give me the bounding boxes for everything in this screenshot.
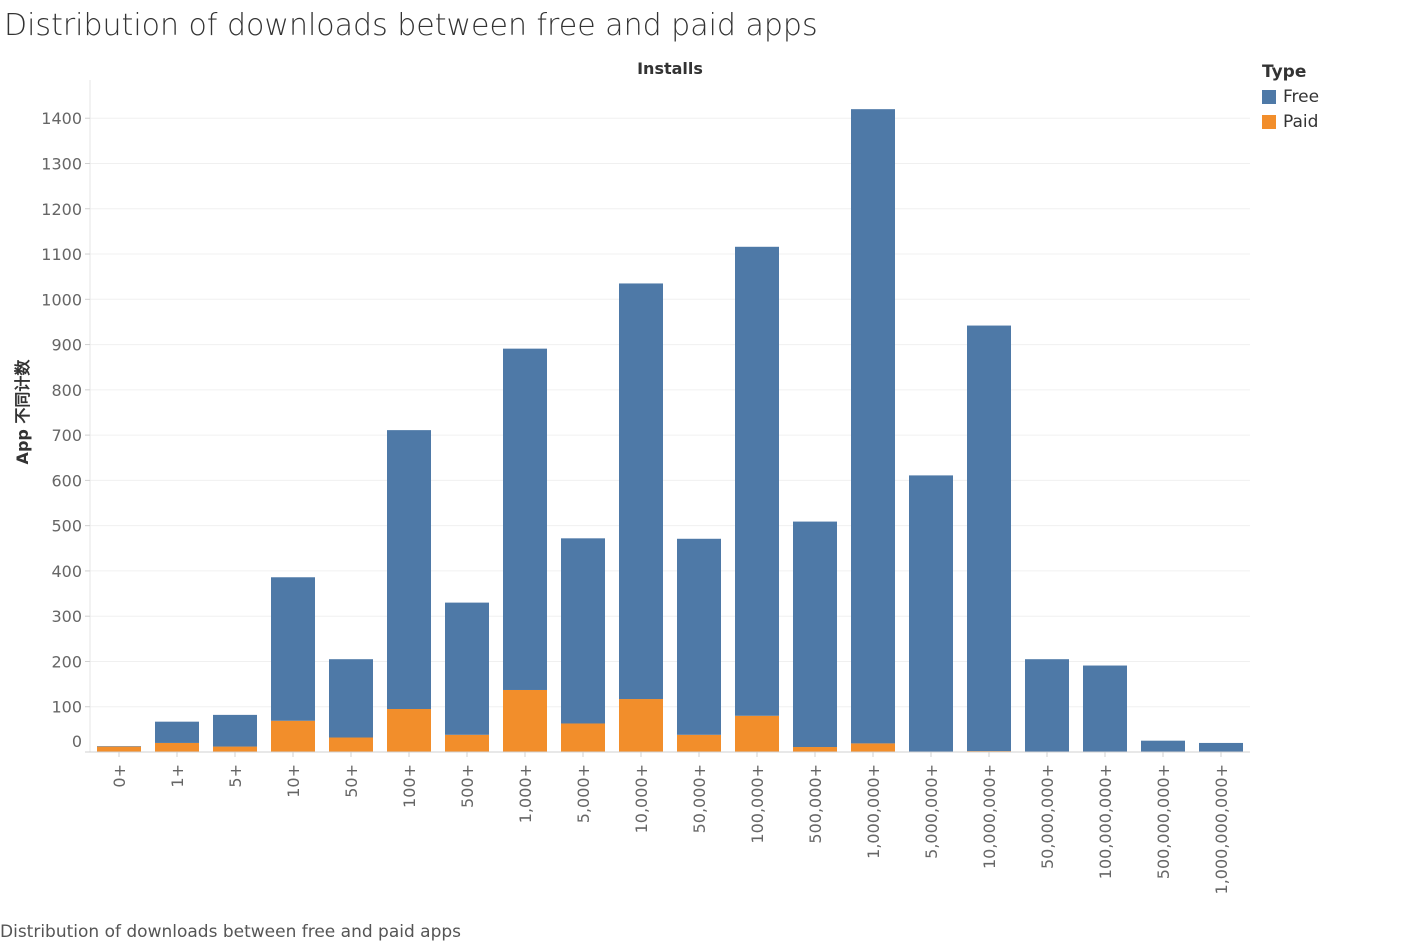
- bar-paid-1[interactable]: [155, 742, 199, 752]
- x-axis: 0+ 1+ 5+ 10+ 50+ 100+ 500+ 1,000+ 5,000+ 10,000+ 5…: [90, 751, 1250, 894]
- bar-free-17[interactable]: [1083, 665, 1127, 752]
- y-tick-label: 700: [51, 426, 82, 445]
- bar-paid-13[interactable]: [851, 743, 895, 752]
- bar-free-10[interactable]: [677, 538, 721, 735]
- x-tick-label: 1,000,000,000+: [1212, 764, 1231, 894]
- x-tick-label: 1,000,000+: [864, 764, 883, 859]
- bar-free-2[interactable]: [213, 714, 257, 747]
- x-tick-label: 500,000,000+: [1154, 764, 1173, 879]
- y-tick-label: 1300: [41, 154, 82, 173]
- bar-paid-8[interactable]: [561, 723, 605, 752]
- column-header: Installs: [637, 59, 703, 78]
- bar-free-15[interactable]: [967, 325, 1011, 752]
- y-tick-label: 500: [51, 517, 82, 536]
- legend-item-free[interactable]: Free: [1262, 84, 1319, 109]
- x-tick-label: 50+: [342, 764, 361, 798]
- x-tick-label: 50,000+: [690, 764, 709, 833]
- bar-free-18[interactable]: [1141, 740, 1185, 752]
- bar-paid-6[interactable]: [445, 734, 489, 752]
- y-tick-label: 1100: [41, 245, 82, 264]
- bar-free-7[interactable]: [503, 348, 547, 690]
- y-tick-label: 1000: [41, 290, 82, 309]
- y-tick-label: 600: [51, 471, 82, 490]
- bar-free-5[interactable]: [387, 430, 431, 709]
- y-tick-label: 400: [51, 562, 82, 581]
- bars: [97, 109, 1243, 752]
- legend-label-free: Free: [1283, 86, 1320, 107]
- y-tick-label: 1400: [41, 109, 82, 128]
- y-tick-label: 100: [51, 698, 82, 717]
- bar-free-13[interactable]: [851, 109, 895, 744]
- legend-swatch-free: [1262, 89, 1276, 104]
- x-tick-label: 10+: [284, 764, 303, 798]
- x-tick-label: 5+: [226, 764, 245, 788]
- bar-free-8[interactable]: [561, 538, 605, 724]
- x-tick-label: 10,000,000+: [980, 764, 999, 869]
- bar-paid-10[interactable]: [677, 734, 721, 752]
- bar-free-12[interactable]: [793, 521, 837, 748]
- x-tick-label: 500+: [458, 764, 477, 808]
- bar-free-14[interactable]: [909, 475, 953, 752]
- bar-paid-5[interactable]: [387, 708, 431, 752]
- x-tick-label: 5,000+: [574, 764, 593, 823]
- gridlines: [90, 117, 1250, 708]
- bar-paid-3[interactable]: [271, 720, 315, 752]
- bar-free-3[interactable]: [271, 577, 315, 721]
- bar-paid-12[interactable]: [793, 747, 837, 752]
- legend-label-paid: Paid: [1283, 111, 1319, 132]
- x-tick-label: 50,000,000+: [1038, 764, 1057, 869]
- x-tick-label: 1+: [168, 764, 187, 788]
- x-tick-label: 500,000+: [806, 764, 825, 844]
- bar-paid-7[interactable]: [503, 689, 547, 752]
- caption: Distribution of downloads between free a…: [0, 922, 462, 942]
- legend-item-paid[interactable]: Paid: [1262, 109, 1319, 134]
- bar-free-9[interactable]: [619, 283, 663, 700]
- x-tick-label: 1,000+: [516, 764, 535, 823]
- y-tick-label: 900: [51, 336, 82, 355]
- legend-title: Type: [1262, 62, 1307, 82]
- y-axis: 0 100 200 300 400 500 600 700 800 900 1000 1100 1200…: [41, 80, 91, 753]
- bar-paid-11[interactable]: [735, 715, 779, 752]
- bar-free-6[interactable]: [445, 602, 489, 735]
- legend: Type Free Paid: [1262, 62, 1319, 134]
- y-tick-label: 800: [51, 381, 82, 400]
- y-tick-label: 200: [51, 652, 82, 671]
- legend-swatch-paid: [1262, 114, 1276, 129]
- bar-paid-9[interactable]: [619, 699, 663, 752]
- bar-paid-0[interactable]: [97, 746, 141, 752]
- y-tick-label: 0: [72, 732, 82, 751]
- bar-paid-2[interactable]: [213, 746, 257, 752]
- y-tick-label: 300: [51, 607, 82, 626]
- bar-free-11[interactable]: [735, 246, 779, 716]
- y-axis-title: App 不同计数: [13, 359, 32, 465]
- bar-free-4[interactable]: [329, 659, 373, 738]
- x-tick-label: 5,000,000+: [922, 764, 941, 859]
- bar-free-19[interactable]: [1199, 742, 1243, 752]
- page-title: Distribution of downloads between free a…: [4, 8, 818, 43]
- x-tick-label: 10,000+: [632, 764, 651, 833]
- bar-free-1[interactable]: [155, 721, 199, 743]
- x-tick-label: 100,000,000+: [1096, 764, 1115, 879]
- bar-paid-4[interactable]: [329, 737, 373, 752]
- x-tick-label: 0+: [110, 764, 129, 788]
- x-tick-label: 100,000+: [748, 764, 767, 844]
- bar-free-16[interactable]: [1025, 659, 1069, 752]
- y-tick-label: 1200: [41, 200, 82, 219]
- x-tick-label: 100+: [400, 764, 419, 808]
